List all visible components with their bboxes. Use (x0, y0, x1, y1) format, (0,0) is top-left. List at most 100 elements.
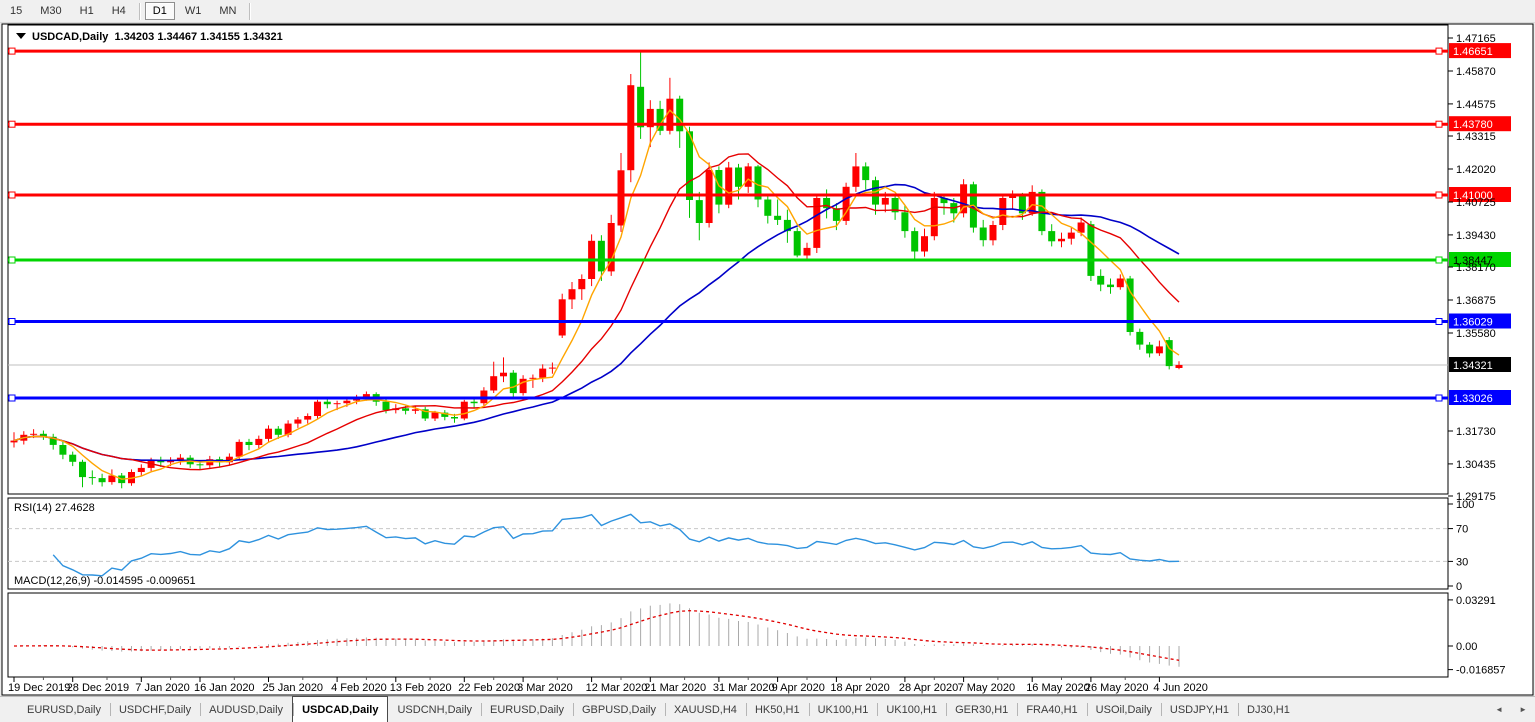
svg-text:16 Jan 2020: 16 Jan 2020 (194, 682, 255, 694)
svg-text:4 Jun 2020: 4 Jun 2020 (1153, 682, 1207, 694)
svg-text:28 Dec 2019: 28 Dec 2019 (67, 682, 129, 694)
svg-text:0: 0 (1456, 581, 1462, 593)
svg-text:1.36875: 1.36875 (1456, 295, 1496, 307)
svg-text:28 Apr 2020: 28 Apr 2020 (899, 682, 958, 694)
current-price-badge: 1.34321 (1449, 357, 1511, 372)
tab-uk100-h1[interactable]: UK100,H1 (877, 697, 946, 722)
tab-dj30-h1[interactable]: DJ30,H1 (1238, 697, 1299, 722)
svg-text:1.41000: 1.41000 (1453, 190, 1493, 202)
timeframe-button-mn[interactable]: MN (219, 5, 237, 17)
timeframe-button-w1[interactable]: W1 (184, 5, 202, 17)
tab-xauusd-h4[interactable]: XAUUSD,H4 (664, 697, 746, 722)
rsi-pane: RSI(14) 27.4628 100 70 30 0 (8, 499, 1474, 593)
svg-text:1.35580: 1.35580 (1456, 328, 1496, 340)
tab-usdjpy-h1[interactable]: USDJPY,H1 (1160, 697, 1238, 722)
svg-text:18 Apr 2020: 18 Apr 2020 (830, 682, 889, 694)
tab-usdchf-daily[interactable]: USDCHF,Daily (109, 697, 200, 722)
symbol-dropdown-icon (16, 33, 26, 39)
tab-usdcad-daily[interactable]: USDCAD,Daily (292, 696, 389, 722)
macd-pane: MACD(12,26,9) -0.014595 -0.009651 0.03291… (13, 575, 1506, 677)
tab-hk50-h1[interactable]: HK50,H1 (745, 697, 809, 722)
svg-text:1.38447: 1.38447 (1453, 255, 1493, 267)
svg-text:1.33026: 1.33026 (1453, 393, 1493, 405)
tab-scroll-left-arrow[interactable]: ◄ (1495, 705, 1504, 714)
svg-text:1.46651: 1.46651 (1453, 46, 1493, 58)
hline-1.36029[interactable]: 1.36029 (8, 313, 1511, 329)
tab-usdcnh-daily[interactable]: USDCNH,Daily (397, 703, 473, 716)
macd-histogram (23, 603, 1180, 667)
hline-1.33026[interactable]: 1.33026 (8, 390, 1511, 405)
svg-text:1.42020: 1.42020 (1456, 164, 1496, 176)
tab-ger30-h1[interactable]: GER30,H1 (946, 697, 1017, 722)
svg-text:0.00: 0.00 (1456, 641, 1477, 653)
pane-borders (7, 24, 1449, 678)
chart-canvas[interactable]: 1.46651 1.43780 1.41000 1.38447 1.36029 1.330… (0, 23, 1535, 696)
svg-text:1.31730: 1.31730 (1456, 426, 1496, 438)
svg-text:1.38170: 1.38170 (1456, 262, 1496, 274)
svg-text:25 Jan 2020: 25 Jan 2020 (263, 682, 324, 694)
svg-text:12 Mar 2020: 12 Mar 2020 (586, 682, 648, 694)
svg-text:1.44575: 1.44575 (1456, 99, 1496, 111)
svg-text:1.47165: 1.47165 (1456, 33, 1496, 45)
hline-1.43780[interactable]: 1.43780 (8, 116, 1511, 132)
tab-eurusd-daily[interactable]: EURUSD,Daily (27, 703, 101, 716)
timeframe-button-d1[interactable]: D1 (144, 2, 175, 20)
svg-text:26 May 2020: 26 May 2020 (1085, 682, 1149, 694)
svg-text:1.43780: 1.43780 (1453, 119, 1493, 131)
svg-text:1.34321: 1.34321 (1453, 360, 1493, 372)
svg-text:1.30435: 1.30435 (1456, 459, 1496, 471)
chart-title: USDCAD,Daily 1.34203 1.34467 1.34155 1.3… (16, 31, 283, 43)
macd-signal-line (13, 610, 1180, 661)
svg-text:19 Dec 2019: 19 Dec 2019 (8, 682, 70, 694)
tab-eurusd-daily[interactable]: EURUSD,Daily (481, 697, 573, 722)
rsi-line (52, 513, 1180, 577)
tab-fra40-h1[interactable]: FRA40,H1 (1017, 697, 1086, 722)
svg-text:USDCAD,Daily 1.34203 1.34467: USDCAD,Daily 1.34203 1.34467 1.34155 1.3… (32, 31, 283, 43)
svg-text:0.03291: 0.03291 (1456, 595, 1496, 607)
tab-scroll-right-arrow[interactable]: ► (1519, 705, 1527, 714)
hline-1.38447[interactable]: 1.38447 (8, 252, 1511, 267)
svg-text:1.40725: 1.40725 (1456, 197, 1496, 209)
timeframe-button-h4[interactable]: H4 (111, 5, 126, 17)
tab-uk100-h1[interactable]: UK100,H1 (808, 697, 878, 722)
svg-text:100: 100 (1456, 499, 1474, 511)
hline-1.46651[interactable]: 1.46651 (8, 43, 1511, 59)
svg-text:-0.016857: -0.016857 (1456, 665, 1506, 677)
svg-text:21 Mar 2020: 21 Mar 2020 (644, 682, 706, 694)
svg-text:1.43315: 1.43315 (1456, 131, 1496, 143)
svg-text:30: 30 (1456, 556, 1468, 568)
svg-text:3 Mar 2020: 3 Mar 2020 (517, 682, 573, 694)
toolbar-divider (138, 2, 140, 20)
svg-text:4 Feb 2020: 4 Feb 2020 (331, 682, 387, 694)
svg-text:1.29175: 1.29175 (1456, 491, 1496, 503)
chart-tab-bar: EURUSD,Daily USDCHF,Daily AUDUSD,Daily USDC… (0, 696, 1535, 722)
svg-text:7 Jan 2020: 7 Jan 2020 (135, 682, 189, 694)
svg-text:7 May 2020: 7 May 2020 (958, 682, 1015, 694)
timeframe-button-m30[interactable]: M30 (40, 5, 62, 17)
timeframe-button-15[interactable]: 15 (10, 5, 23, 17)
ma-fast-line (13, 109, 1180, 480)
tab-audusd-daily[interactable]: AUDUSD,Daily (200, 697, 292, 722)
svg-text:9 Apr 2020: 9 Apr 2020 (772, 682, 825, 694)
svg-text:1.45870: 1.45870 (1456, 66, 1496, 78)
tab-gbpusd-daily[interactable]: GBPUSD,Daily (573, 697, 665, 722)
timeframe-button-h1[interactable]: H1 (79, 5, 94, 17)
tab-usoil-daily[interactable]: USOil,Daily (1086, 697, 1161, 722)
toolbar-divider (249, 2, 251, 20)
svg-text:MACD(12,26,9) -0.014595 -0.009: MACD(12,26,9) -0.014595 -0.009651 (14, 575, 196, 587)
hline-1.41000[interactable]: 1.41000 (8, 187, 1511, 202)
ma-slow-line (13, 183, 1180, 462)
svg-text:22 Feb 2020: 22 Feb 2020 (458, 682, 520, 694)
price-axis: 1.47165 1.45870 1.44575 1.43315 1.42020 1.407… (1448, 33, 1496, 503)
svg-text:31 Mar 2020: 31 Mar 2020 (713, 682, 775, 694)
svg-text:1.36029: 1.36029 (1453, 317, 1493, 329)
svg-text:70: 70 (1456, 524, 1468, 536)
timeframe-toolbar: 15 M30 H1 H4 D1 W1 MN (0, 0, 1535, 23)
price-chart-svg[interactable]: 1.46651 1.43780 1.41000 1.38447 1.36029 1.330… (0, 23, 1535, 696)
svg-text:RSI(14) 27.4628: RSI(14) 27.4628 (14, 502, 95, 514)
svg-text:13 Feb 2020: 13 Feb 2020 (390, 682, 452, 694)
tab-bar-spacer (1299, 697, 1487, 722)
svg-text:16 May 2020: 16 May 2020 (1026, 682, 1090, 694)
